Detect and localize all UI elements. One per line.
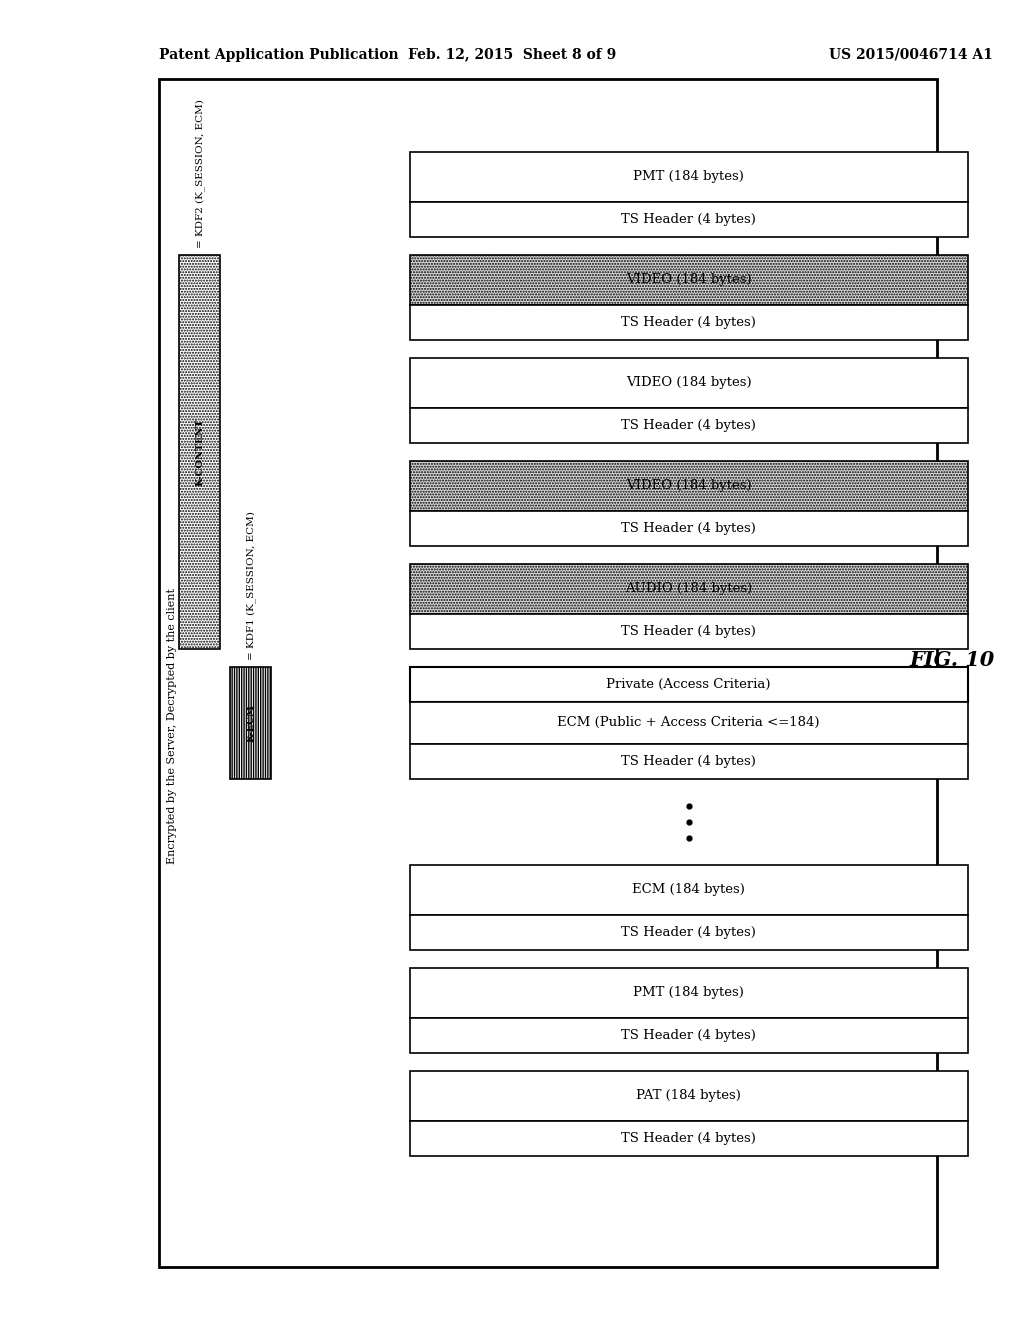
Bar	[159, 79, 937, 1267]
Bar	[410, 202, 968, 236]
Text: TS Header (4 bytes): TS Header (4 bytes)	[622, 418, 756, 432]
Text: Patent Application Publication: Patent Application Publication	[159, 48, 398, 62]
Bar	[410, 1018, 968, 1053]
Bar	[410, 461, 968, 511]
Bar	[179, 255, 220, 649]
Bar	[410, 743, 968, 779]
Text: FIG. 10: FIG. 10	[909, 649, 995, 671]
Bar	[410, 865, 968, 915]
Bar	[410, 667, 968, 702]
Bar	[410, 614, 968, 649]
Text: Encrypted by the Server, Decrypted by the client: Encrypted by the Server, Decrypted by th…	[167, 587, 177, 865]
Text: TS Header (4 bytes): TS Header (4 bytes)	[622, 925, 756, 939]
Text: VIDEO (184 bytes): VIDEO (184 bytes)	[626, 273, 752, 286]
Text: VIDEO (184 bytes): VIDEO (184 bytes)	[626, 376, 752, 389]
Text: = KDF1 (K_SESSION, ECM): = KDF1 (K_SESSION, ECM)	[246, 511, 256, 660]
Text: Private (Access Criteria): Private (Access Criteria)	[606, 677, 771, 690]
Bar	[410, 915, 968, 950]
Text: TS Header (4 bytes): TS Header (4 bytes)	[622, 213, 756, 226]
Text: K-CONTENT: K-CONTENT	[196, 418, 204, 486]
Text: PMT (184 bytes): PMT (184 bytes)	[633, 170, 744, 183]
Text: ECM (184 bytes): ECM (184 bytes)	[632, 883, 745, 896]
Bar	[410, 1071, 968, 1121]
Text: VIDEO (184 bytes): VIDEO (184 bytes)	[626, 479, 752, 492]
Bar	[410, 408, 968, 442]
Text: TS Header (4 bytes): TS Header (4 bytes)	[622, 315, 756, 329]
Text: TS Header (4 bytes): TS Header (4 bytes)	[622, 521, 756, 535]
Text: TS Header (4 bytes): TS Header (4 bytes)	[622, 624, 756, 638]
Bar	[410, 255, 968, 305]
Text: Feb. 12, 2015  Sheet 8 of 9: Feb. 12, 2015 Sheet 8 of 9	[408, 48, 616, 62]
Text: AUDIO (184 bytes): AUDIO (184 bytes)	[625, 582, 753, 595]
Text: TS Header (4 bytes): TS Header (4 bytes)	[622, 1131, 756, 1144]
Bar	[410, 564, 968, 614]
Text: TS Header (4 bytes): TS Header (4 bytes)	[622, 1028, 756, 1041]
Bar	[410, 305, 968, 339]
Bar	[410, 358, 968, 408]
Bar	[410, 702, 968, 743]
Bar	[410, 511, 968, 545]
Text: K-ECM: K-ECM	[247, 704, 255, 742]
Text: PMT (184 bytes): PMT (184 bytes)	[633, 986, 744, 999]
Text: ECM (Public + Access Criteria <=184): ECM (Public + Access Criteria <=184)	[557, 717, 820, 729]
Bar	[410, 1121, 968, 1156]
Text: TS Header (4 bytes): TS Header (4 bytes)	[622, 755, 756, 768]
Bar	[410, 968, 968, 1018]
Bar	[230, 667, 271, 779]
Bar	[410, 152, 968, 202]
Text: US 2015/0046714 A1: US 2015/0046714 A1	[829, 48, 993, 62]
Text: = KDF2 (K_SESSION, ECM): = KDF2 (K_SESSION, ECM)	[195, 99, 205, 248]
Text: PAT (184 bytes): PAT (184 bytes)	[636, 1089, 741, 1102]
